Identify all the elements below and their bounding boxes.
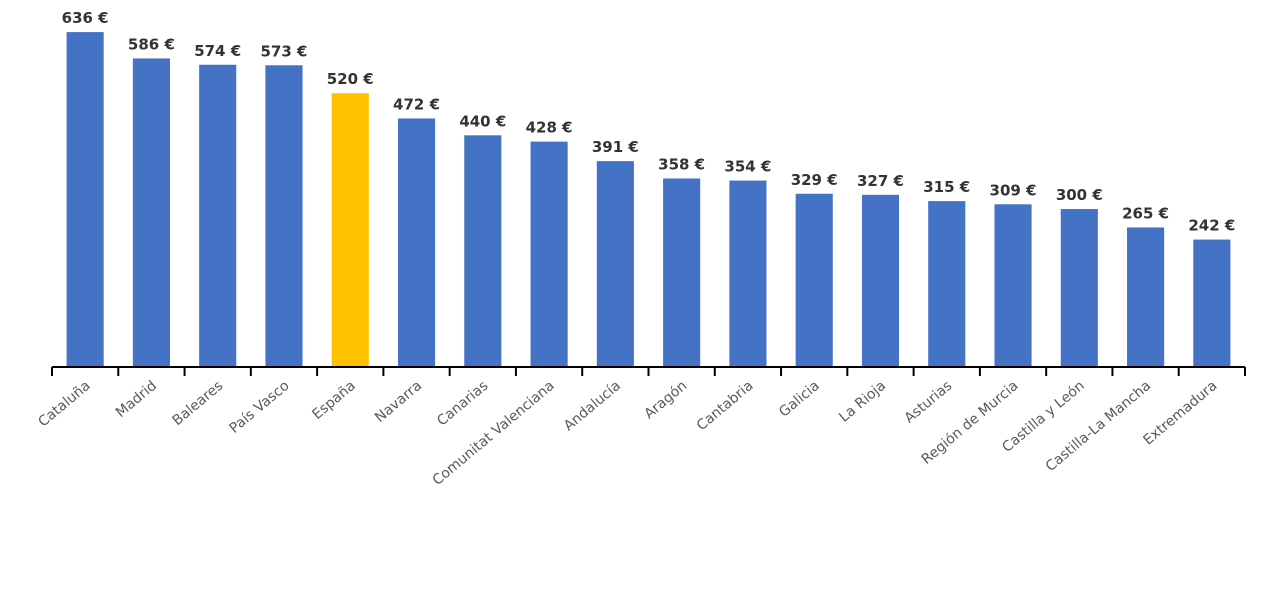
bar: [1127, 227, 1165, 367]
x-tick-label: País Vasco: [227, 378, 293, 437]
bar-value-label: 327 €: [857, 172, 904, 190]
bar-value-label: 242 €: [1188, 217, 1235, 235]
bar-value-label: 354 €: [724, 158, 771, 176]
x-tick-label: Canarias: [434, 378, 491, 430]
bar-value-label: 300 €: [1056, 186, 1103, 204]
bar-value-label: 586 €: [128, 35, 175, 53]
bar-value-label: 574 €: [194, 42, 241, 60]
x-tick-label: Galicia: [776, 378, 823, 421]
bar: [530, 141, 568, 367]
bar: [132, 58, 170, 368]
bar-value-label: 573 €: [260, 42, 307, 60]
x-tick-label: Aragón: [641, 378, 690, 423]
bar-value-label: 315 €: [923, 178, 970, 196]
bar: [397, 118, 436, 368]
x-tick-label: Madrid: [113, 378, 160, 421]
bar: [1060, 209, 1098, 367]
x-tick-label: Cantabria: [694, 378, 757, 434]
x-tick-label: Cataluña: [35, 378, 93, 431]
x-tick-label: España: [309, 378, 358, 423]
bar: [663, 178, 701, 367]
bar: [331, 93, 369, 367]
bar-value-label: 358 €: [658, 155, 705, 173]
bar: [464, 135, 502, 367]
bar: [994, 204, 1032, 367]
x-axis: [51, 366, 1246, 376]
bar: [861, 194, 900, 367]
bar: [66, 32, 104, 368]
x-tick-label: Baleares: [170, 378, 227, 429]
x-tick-label: Comunitat Valenciana: [430, 378, 558, 489]
bar: [795, 193, 833, 367]
bars-layer: [66, 32, 1231, 368]
x-tick-labels: Cataluña Madrid Baleares País Vasco España Na…: [35, 378, 1220, 489]
value-labels-layer: 636 € 586 € 574 € 573 € 520 € 472 € 440 € 428 €…: [62, 9, 1236, 234]
bar: [596, 161, 634, 367]
bar: [928, 201, 966, 367]
bar-value-label: 265 €: [1122, 204, 1169, 222]
x-tick-label: Andalucía: [561, 378, 624, 435]
bar: [199, 64, 237, 367]
bar-value-label: 440 €: [459, 112, 506, 130]
bar: [729, 180, 767, 367]
bar-value-label: 309 €: [990, 181, 1037, 199]
bar: [265, 65, 303, 367]
bar-value-label: 428 €: [526, 119, 573, 137]
x-tick-label: Asturias: [902, 378, 956, 427]
bar: [1193, 239, 1231, 367]
x-tick-label: La Rioja: [836, 378, 889, 426]
bar-value-label: 391 €: [592, 138, 639, 156]
bar-value-label: 520 €: [327, 70, 374, 88]
bar-value-label: 472 €: [393, 95, 440, 113]
x-tick-label: Navarra: [372, 378, 425, 426]
bar-value-label: 636 €: [62, 9, 109, 27]
bar-value-label: 329 €: [791, 171, 838, 189]
